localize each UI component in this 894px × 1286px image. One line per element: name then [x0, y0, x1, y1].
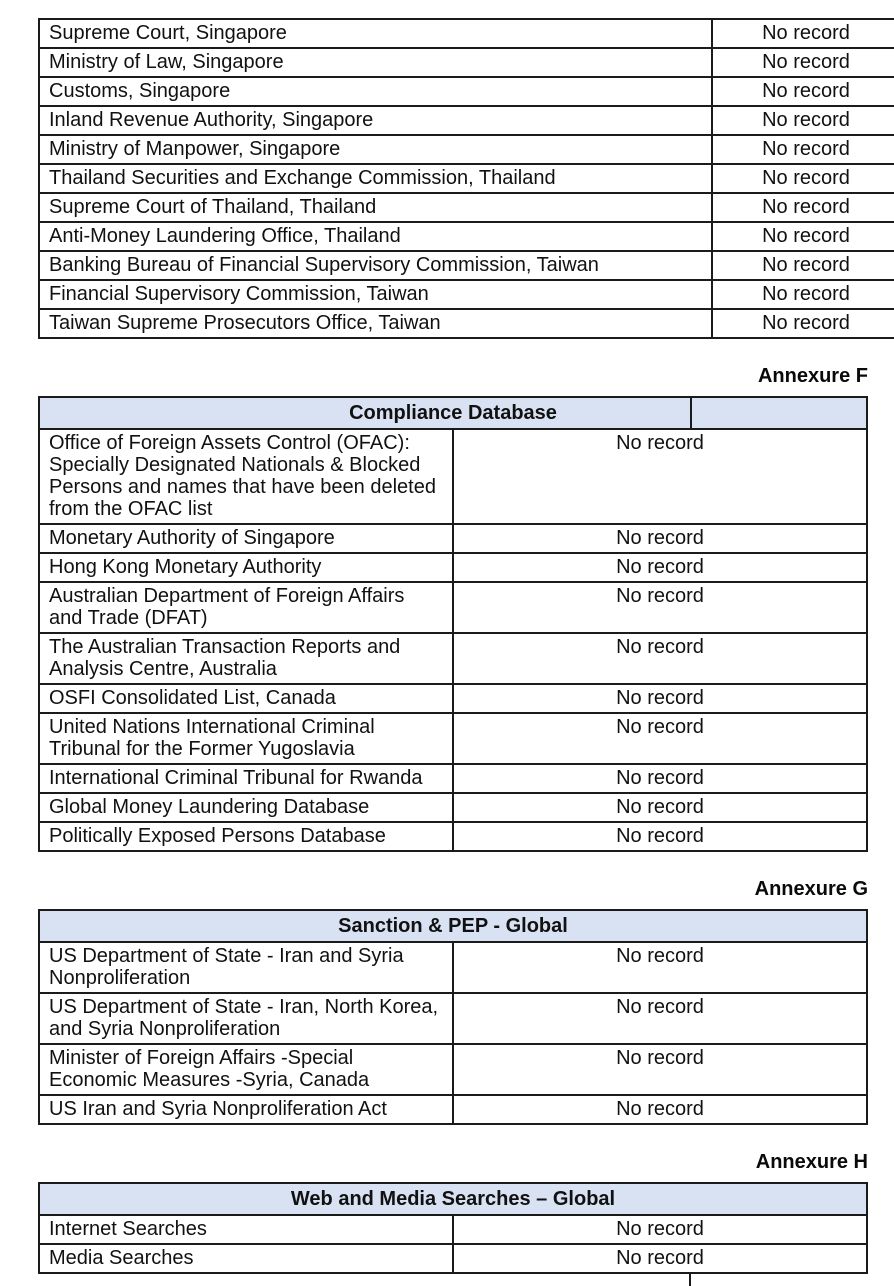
result-cell: No record: [452, 1094, 868, 1125]
table-row: OSFI Consolidated List, Canada No record: [38, 683, 868, 714]
result-cell: No record: [452, 763, 868, 794]
result-cell: No record: [452, 792, 868, 823]
source-cell: Australian Department of Foreign Affairs…: [38, 581, 454, 634]
regulatory-sources-table: Supreme Court, Singapore No record Minist…: [38, 18, 894, 339]
annexure-f-label: Annexure F: [757, 365, 868, 387]
result-cell: No record: [452, 552, 868, 583]
table-header-row: Compliance Database: [38, 396, 868, 430]
table-row: Supreme Court of Thailand, Thailand No re…: [38, 192, 894, 223]
result-cell: No record: [452, 821, 868, 852]
result-cell: No record: [452, 1043, 868, 1096]
source-cell: Hong Kong Monetary Authority: [38, 552, 454, 583]
table-row: Thailand Securities and Exchange Commiss…: [38, 163, 894, 194]
result-cell: No record: [452, 941, 868, 994]
table-row: Anti-Money Laundering Office, Thailand No…: [38, 221, 894, 252]
result-cell: No record: [711, 279, 894, 310]
result-cell: No record: [452, 712, 868, 765]
source-cell: Banking Bureau of Financial Supervisory …: [38, 250, 713, 281]
result-cell: No record: [711, 47, 894, 78]
result-cell: No record: [711, 163, 894, 194]
table-row: United Nations International Criminal Tr…: [38, 712, 868, 765]
result-cell: No record: [452, 1243, 868, 1274]
source-cell: Inland Revenue Authority, Singapore: [38, 105, 713, 136]
source-cell: US Department of State - Iran and Syria …: [38, 941, 454, 994]
table-row: Australian Department of Foreign Affairs…: [38, 581, 868, 634]
table-row: Global Money Laundering Database No recor…: [38, 792, 868, 823]
source-cell: Office of Foreign Assets Control (OFAC):…: [38, 428, 454, 525]
table-row: Monetary Authority of Singapore No record: [38, 523, 868, 554]
result-cell: No record: [452, 992, 868, 1045]
source-cell: Supreme Court of Thailand, Thailand: [38, 192, 713, 223]
result-cell: No record: [711, 76, 894, 107]
table-row: Office of Foreign Assets Control (OFAC):…: [38, 428, 868, 525]
result-cell: No record: [452, 523, 868, 554]
source-cell: International Criminal Tribunal for Rwan…: [38, 763, 454, 794]
table-title: Web and Media Searches – Global: [38, 1182, 868, 1216]
sanction-pep-global-table: Sanction & PEP - Global US Department of…: [38, 909, 868, 1125]
result-cell: No record: [711, 250, 894, 281]
source-cell: The Australian Transaction Reports and A…: [38, 632, 454, 685]
table-row: US Department of State - Iran, North Kor…: [38, 992, 868, 1045]
source-cell: US Iran and Syria Nonproliferation Act: [38, 1094, 454, 1125]
table-row: International Criminal Tribunal for Rwan…: [38, 763, 868, 794]
table-row: Ministry of Manpower, Singapore No record: [38, 134, 894, 165]
result-cell: No record: [452, 428, 868, 525]
table-header-row: Web and Media Searches – Global: [38, 1182, 868, 1216]
source-cell: Monetary Authority of Singapore: [38, 523, 454, 554]
source-cell: Anti-Money Laundering Office, Thailand: [38, 221, 713, 252]
annexure-h-label: Annexure H: [755, 1151, 868, 1173]
table-row: Hong Kong Monetary Authority No record: [38, 552, 868, 583]
source-cell: Politically Exposed Persons Database: [38, 821, 454, 852]
source-cell: United Nations International Criminal Tr…: [38, 712, 454, 765]
table-row: Customs, Singapore No record: [38, 76, 894, 107]
table-row: US Department of State - Iran and Syria …: [38, 941, 868, 994]
table-row: Ministry of Law, Singapore No record: [38, 47, 894, 78]
result-cell: No record: [452, 683, 868, 714]
document-page: Supreme Court, Singapore No record Minist…: [38, 18, 894, 1286]
source-cell: Supreme Court, Singapore: [38, 18, 713, 49]
result-cell: No record: [452, 581, 868, 634]
table-border-stub: [689, 1274, 691, 1286]
result-cell: No record: [711, 221, 894, 252]
table-row: Supreme Court, Singapore No record: [38, 18, 894, 49]
table-row: Financial Supervisory Commission, Taiwan…: [38, 279, 894, 310]
table-title: Sanction & PEP - Global: [38, 909, 868, 943]
table-row: Minister of Foreign Affairs -Special Eco…: [38, 1043, 868, 1096]
result-cell: No record: [711, 134, 894, 165]
source-cell: Ministry of Manpower, Singapore: [38, 134, 713, 165]
source-cell: US Department of State - Iran, North Kor…: [38, 992, 454, 1045]
table-row: Taiwan Supreme Prosecutors Office, Taiwa…: [38, 308, 894, 339]
table-row: Media Searches No record: [38, 1243, 868, 1274]
source-cell: Customs, Singapore: [38, 76, 713, 107]
source-cell: Minister of Foreign Affairs -Special Eco…: [38, 1043, 454, 1096]
table-header-row: Sanction & PEP - Global: [38, 909, 868, 943]
result-cell: No record: [711, 308, 894, 339]
source-cell: Thailand Securities and Exchange Commiss…: [38, 163, 713, 194]
table-row: The Australian Transaction Reports and A…: [38, 632, 868, 685]
source-cell: Taiwan Supreme Prosecutors Office, Taiwa…: [38, 308, 713, 339]
result-cell: No record: [711, 192, 894, 223]
compliance-database-table: Compliance Database Office of Foreign As…: [38, 396, 868, 852]
table-row: US Iran and Syria Nonproliferation Act No…: [38, 1094, 868, 1125]
table-row: Inland Revenue Authority, Singapore No re…: [38, 105, 894, 136]
result-cell: No record: [452, 632, 868, 685]
source-cell: Ministry of Law, Singapore: [38, 47, 713, 78]
annexure-g-label: Annexure G: [754, 878, 868, 900]
result-cell: No record: [711, 18, 894, 49]
table-title: Compliance Database: [38, 396, 868, 430]
table-row: Banking Bureau of Financial Supervisory …: [38, 250, 894, 281]
source-cell: Financial Supervisory Commission, Taiwan: [38, 279, 713, 310]
table-row: Politically Exposed Persons Database No r…: [38, 821, 868, 852]
source-cell: Media Searches: [38, 1243, 454, 1274]
source-cell: OSFI Consolidated List, Canada: [38, 683, 454, 714]
web-media-searches-table: Web and Media Searches – Global Internet…: [38, 1182, 868, 1274]
source-cell: Global Money Laundering Database: [38, 792, 454, 823]
result-cell: No record: [711, 105, 894, 136]
